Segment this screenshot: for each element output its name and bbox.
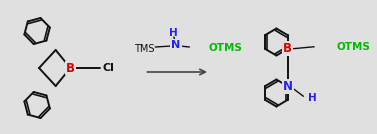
Text: TMS: TMS — [134, 44, 154, 54]
Text: Cl: Cl — [103, 63, 114, 73]
Text: N: N — [283, 80, 293, 93]
Text: OTMS: OTMS — [209, 43, 243, 53]
Text: H: H — [308, 93, 317, 103]
Text: B: B — [66, 62, 75, 75]
Text: H: H — [169, 28, 178, 38]
Text: OTMS: OTMS — [337, 42, 371, 52]
Text: N: N — [171, 40, 181, 50]
Text: B: B — [283, 42, 292, 55]
